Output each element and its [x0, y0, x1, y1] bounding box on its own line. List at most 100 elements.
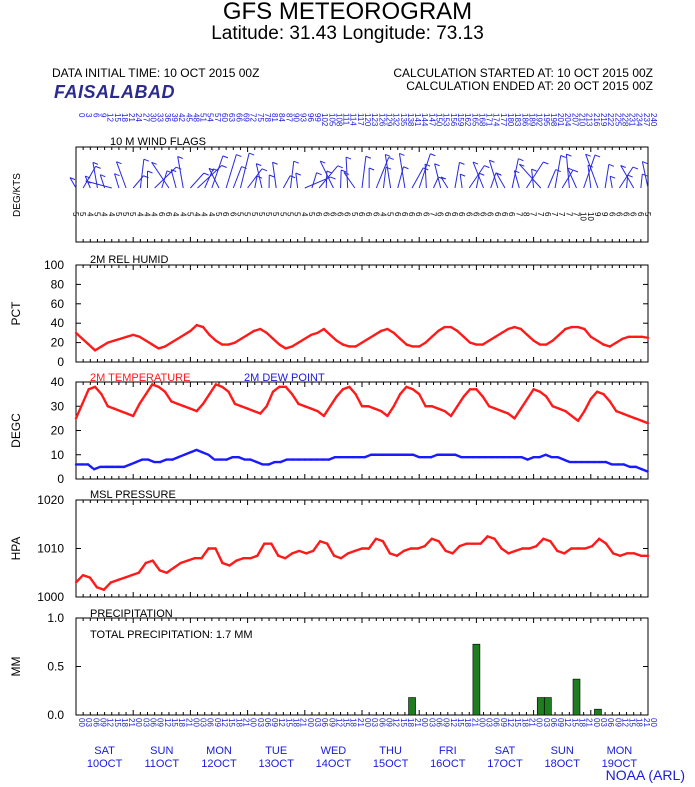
wind-speed-label: 5	[350, 212, 359, 217]
rh-series	[74, 323, 650, 352]
bottom-hour-label: 06	[492, 718, 501, 727]
top-hour-label: 189	[527, 113, 536, 127]
bottom-hour-label: 09	[156, 718, 165, 727]
bottom-hour-label: 09	[556, 718, 565, 727]
wind-speed-label: 5	[92, 212, 101, 217]
line-segment	[388, 552, 399, 557]
line-segment	[249, 554, 259, 560]
wind-barb-flag	[256, 163, 262, 167]
line-segment	[186, 557, 196, 562]
line-segment	[284, 385, 294, 396]
wind-barb	[604, 164, 610, 189]
line-segment	[583, 327, 592, 338]
bottom-hour-label: 18	[120, 718, 129, 727]
line-segment	[322, 405, 332, 418]
line-segment	[583, 397, 592, 413]
wind-barb-flag	[620, 165, 626, 168]
wind-barb	[114, 173, 120, 189]
top-hour-label: 168	[477, 113, 486, 127]
wind-speed-label: 6	[636, 212, 645, 217]
line-segment	[93, 385, 103, 396]
wind-speed-label: 6	[393, 212, 402, 217]
line-segment	[430, 329, 440, 338]
bottom-hour-label: 03	[141, 718, 150, 727]
precip-bar	[408, 697, 416, 716]
line-segment	[549, 540, 559, 553]
wind-speed-label: 6	[443, 212, 452, 217]
top-hour-label: 93	[299, 113, 308, 122]
day-date: 14OCT	[316, 758, 352, 770]
wind-speed-label: 6	[493, 212, 502, 217]
wind-speed-label: 6	[464, 212, 473, 217]
wind-speed-label: 4	[150, 212, 159, 217]
line-segment	[443, 409, 453, 418]
top-hour-label: 132	[392, 113, 401, 127]
line-segment	[602, 392, 612, 403]
line-segment	[240, 333, 249, 340]
top-hour-label: 99	[313, 113, 322, 122]
top-hour-label: 96	[306, 113, 315, 122]
wind-speed-label: 6	[457, 212, 466, 217]
bottom-hour-label: 00	[477, 718, 486, 727]
wind-barb	[151, 162, 170, 189]
line-segment	[208, 333, 218, 342]
line-segment	[519, 397, 529, 410]
top-hour-label: 78	[263, 113, 272, 122]
line-segment	[449, 325, 459, 333]
wind-barb	[247, 168, 263, 189]
top-hour-label: 75	[256, 113, 265, 122]
line-segment	[151, 343, 160, 350]
line-segment	[458, 542, 468, 548]
top-hour-label: 15	[113, 113, 122, 122]
bottom-hour-label: 18	[578, 718, 587, 727]
line-segment	[590, 537, 601, 548]
wind-barb	[139, 159, 145, 189]
wind-speed-label: 5	[643, 212, 652, 217]
line-segment	[208, 383, 218, 396]
wind-barb	[170, 169, 177, 189]
top-hour-label: 192	[535, 113, 544, 127]
bottom-hour-label: 09	[613, 718, 622, 727]
line-segment	[214, 547, 224, 565]
wind-barb	[382, 167, 387, 189]
line-segment	[451, 544, 461, 555]
bottom-hour-label: 15	[628, 718, 637, 727]
line-segment	[123, 573, 134, 579]
line-segment	[418, 392, 427, 408]
wind-barb	[239, 152, 250, 189]
line-segment	[157, 385, 167, 393]
temp-legend: 2M TEMPERATURE	[90, 372, 190, 384]
top-hour-label: 153	[442, 113, 451, 127]
bottom-hour-label: 12	[563, 718, 572, 727]
dewpoint-series	[74, 448, 650, 473]
line-segment	[528, 544, 538, 550]
line-segment	[138, 335, 148, 342]
wind-speed-label: 9	[593, 212, 602, 217]
line-segment	[640, 419, 650, 425]
top-hour-label: 27	[141, 113, 150, 122]
bottom-hour-label: 06	[377, 718, 386, 727]
top-hour-label: 144	[420, 113, 429, 127]
top-hour-label: 222	[606, 113, 615, 127]
wind-barb-flag	[496, 172, 502, 176]
bottom-hour-label: 18	[406, 718, 415, 727]
line-segment	[220, 385, 230, 393]
bottom-hour-label: 15	[399, 718, 408, 727]
wind-speed-label: 6	[314, 212, 323, 217]
line-segment	[532, 339, 542, 346]
wind-barb-flag	[566, 153, 572, 157]
wind-barb	[290, 161, 295, 189]
line-segment	[207, 453, 216, 461]
wind-barb	[640, 174, 643, 189]
bottom-hour-label: 15	[227, 718, 236, 727]
wind-barb-flag	[472, 161, 479, 165]
line-segment	[109, 578, 120, 584]
wind-speed-label: 4	[300, 212, 309, 217]
bottom-hour-label: 06	[149, 718, 158, 727]
temp-panel	[75, 381, 649, 480]
wind-speed-label: 5	[386, 212, 395, 217]
wind-barb	[282, 175, 291, 189]
precip-bars	[408, 643, 602, 716]
precip-bar	[472, 643, 481, 716]
line-segment	[411, 388, 421, 396]
